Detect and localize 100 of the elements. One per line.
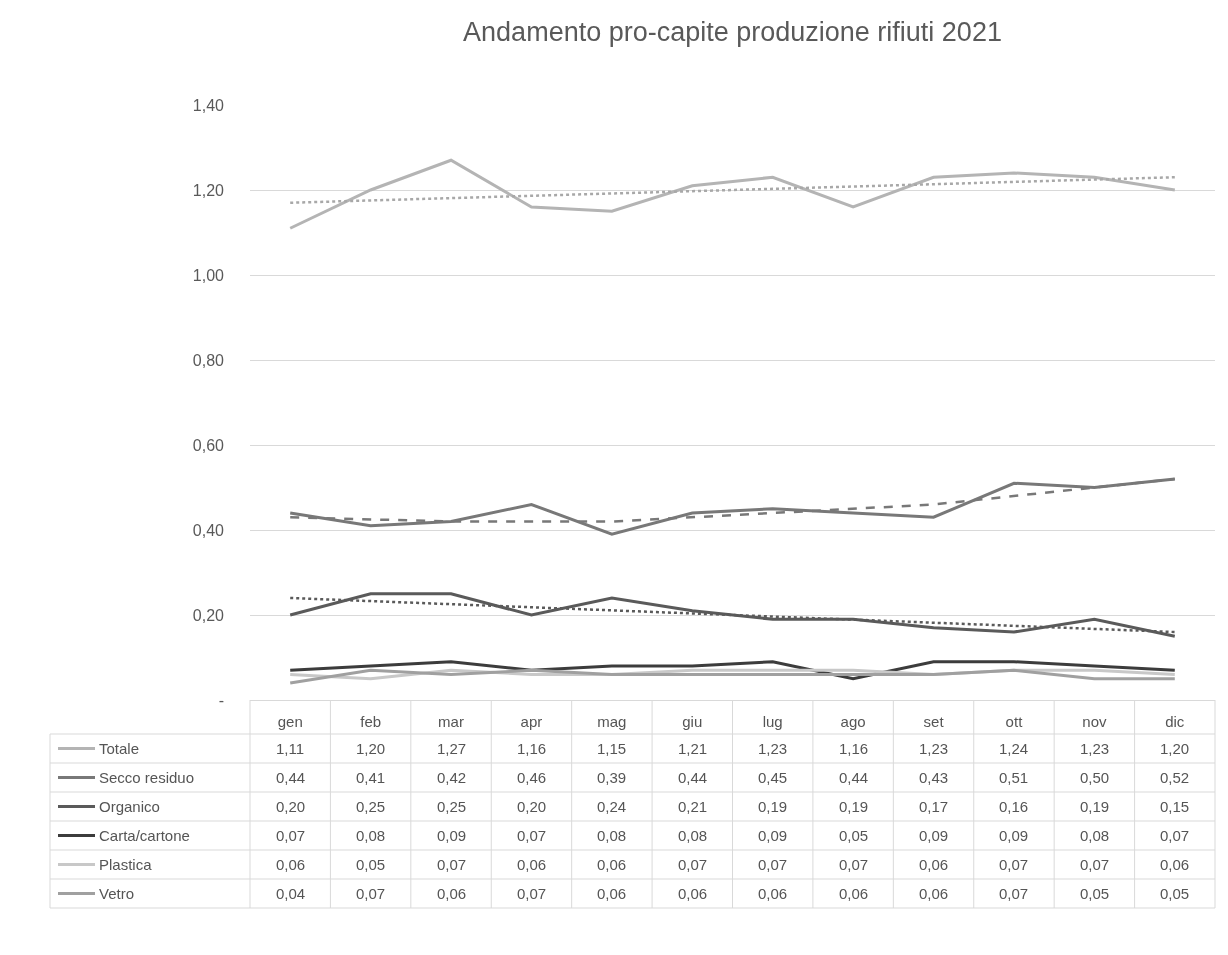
data-label: 1,24 (999, 740, 1029, 757)
data-label: 0,07 (1080, 856, 1110, 873)
line-series (288, 660, 1177, 681)
x-tick-label: ago (840, 713, 866, 730)
data-label: 0,50 (1080, 769, 1110, 786)
data-label: 0,07 (517, 827, 547, 844)
data-label: 0,07 (356, 885, 386, 902)
data-label: 0,07 (276, 827, 306, 844)
x-tick-label: feb (360, 713, 382, 730)
x-tick-label: giu (682, 713, 703, 730)
x-tick-label: gen (277, 713, 303, 730)
data-label: 0,19 (839, 798, 869, 815)
data-label: 0,15 (1160, 798, 1190, 815)
x-tick-label: set (923, 713, 945, 730)
data-label: 1,27 (437, 740, 467, 757)
data-label: 0,08 (1080, 827, 1110, 844)
legend-label: Totale (99, 740, 140, 757)
data-label: 0,09 (758, 827, 788, 844)
data-label: 0,19 (1080, 798, 1110, 815)
data-label: 0,05 (839, 827, 869, 844)
data-label: 0,07 (839, 856, 869, 873)
line-series (288, 668, 1177, 685)
data-label: 0,05 (1160, 885, 1190, 902)
data-label: 0,24 (597, 798, 627, 815)
data-label: 0,44 (276, 769, 306, 786)
y-tick-label: 1,00 (192, 266, 225, 284)
data-label: 0,07 (1160, 827, 1190, 844)
data-label: 0,07 (999, 856, 1029, 873)
data-label: 0,07 (437, 856, 467, 873)
data-label: 0,06 (919, 885, 949, 902)
data-label: 0,06 (437, 885, 467, 902)
chart-title: Andamento pro-capite produzione rifiuti 2021 (463, 16, 1002, 47)
data-label: 0,17 (919, 798, 949, 815)
data-label: 1,11 (276, 740, 305, 757)
data-label: 0,42 (437, 769, 467, 786)
data-label: 0,06 (919, 856, 949, 873)
data-label: 0,06 (276, 856, 306, 873)
data-label: 0,07 (758, 856, 788, 873)
data-label: 0,39 (597, 769, 627, 786)
data-label: 0,08 (678, 827, 708, 844)
data-label: 0,25 (356, 798, 386, 815)
data-label: 0,25 (437, 798, 467, 815)
x-tick-label: mag (597, 713, 627, 730)
data-label: 0,52 (1160, 769, 1190, 786)
data-label: 0,08 (597, 827, 627, 844)
legend-label: Organico (99, 798, 160, 815)
data-label: 0,44 (839, 769, 869, 786)
data-label: 0,44 (678, 769, 708, 786)
x-tick-label: dic (1165, 713, 1185, 730)
y-tick-label: 1,20 (192, 181, 225, 199)
data-label: 1,20 (356, 740, 386, 757)
data-label: 0,06 (758, 885, 788, 902)
data-label: 0,09 (919, 827, 949, 844)
y-tick-label: 0,60 (192, 436, 225, 454)
y-tick-label: 0,20 (192, 606, 225, 624)
line-series (288, 158, 1177, 230)
data-label: 0,09 (999, 827, 1029, 844)
y-tick-label: 0,40 (192, 521, 225, 539)
data-label: 0,07 (678, 856, 708, 873)
x-tick-label: apr (520, 713, 543, 730)
data-label: 0,05 (356, 856, 386, 873)
legend-label: Secco residuo (99, 769, 195, 786)
data-label: 0,51 (999, 769, 1029, 786)
data-label: 0,05 (1080, 885, 1110, 902)
x-tick-label: mar (438, 713, 464, 730)
data-label: 1,23 (1080, 740, 1110, 757)
data-label: 0,06 (597, 856, 627, 873)
data-label: 0,06 (1160, 856, 1190, 873)
data-label: 0,06 (678, 885, 708, 902)
legend-label: Vetro (99, 885, 135, 902)
data-label: 1,21 (678, 740, 708, 757)
data-label: 0,20 (276, 798, 306, 815)
data-label: 1,23 (919, 740, 949, 757)
data-label: 0,06 (597, 885, 627, 902)
x-tick-label: lug (762, 713, 783, 730)
data-label: 0,08 (356, 827, 386, 844)
legend-label: Carta/cartone (99, 827, 190, 844)
data-label: 0,09 (437, 827, 467, 844)
data-label: 0,06 (517, 856, 547, 873)
data-label: 0,16 (999, 798, 1029, 815)
data-label: 0,20 (517, 798, 547, 815)
legend-label: Plastica (99, 856, 153, 873)
data-label: 1,20 (1160, 740, 1190, 757)
x-tick-label: nov (1082, 713, 1107, 730)
data-label: 0,45 (758, 769, 788, 786)
data-label: 0,07 (517, 885, 547, 902)
data-label: 0,41 (356, 769, 386, 786)
y-tick-label: 1,40 (192, 96, 225, 114)
data-label: 0,04 (276, 885, 306, 902)
data-label: 1,23 (758, 740, 788, 757)
y-tick-label: - (218, 691, 224, 709)
data-label: 0,43 (919, 769, 949, 786)
y-tick-label: 0,80 (192, 351, 225, 369)
data-label: 0,19 (758, 798, 788, 815)
data-label: 0,06 (839, 885, 869, 902)
data-label: 0,07 (999, 885, 1029, 902)
data-label: 1,16 (517, 740, 547, 757)
data-label: 0,46 (517, 769, 547, 786)
data-label: 0,21 (678, 798, 708, 815)
data-label: 1,15 (597, 740, 627, 757)
